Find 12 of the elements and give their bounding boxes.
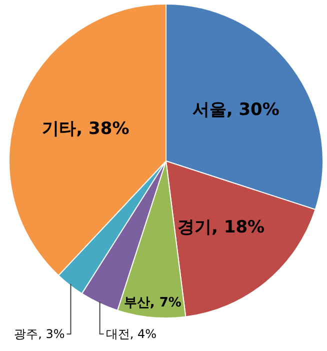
- data-label: , 38%: [76, 119, 130, 140]
- data-label: , 4%: [130, 327, 156, 341]
- slice-label: 광주: [14, 327, 38, 341]
- slice-label: 기타: [42, 119, 76, 140]
- data-label: , 7%: [150, 296, 182, 311]
- data-label: , 3%: [38, 327, 65, 341]
- data-label: , 18%: [212, 218, 265, 238]
- data-label: , 30%: [226, 100, 280, 120]
- slice-label: 대전: [106, 327, 130, 341]
- slice-label: 경기: [178, 218, 212, 238]
- slice-label: 서울: [192, 100, 226, 120]
- slice-label: 부산: [124, 296, 150, 311]
